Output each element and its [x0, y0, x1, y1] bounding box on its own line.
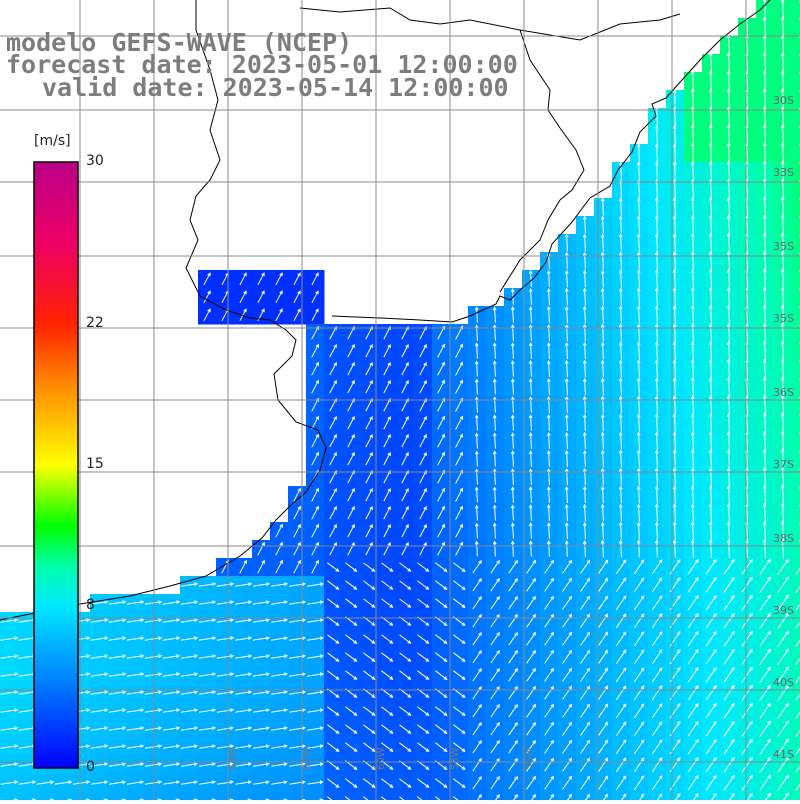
- wind-cell: [468, 792, 487, 800]
- wind-cell: [774, 792, 793, 800]
- wind-cell: [792, 54, 800, 73]
- wind-cell: [756, 792, 775, 800]
- wind-cell: [684, 792, 703, 800]
- latitude-label: 39S: [773, 604, 794, 617]
- wind-cell: [792, 432, 800, 451]
- colorbar-tick-label: 0: [86, 759, 95, 775]
- wind-cell: [234, 792, 253, 800]
- wind-cell: [792, 414, 800, 433]
- wind-cell: [612, 792, 631, 800]
- colorbar-tick-label: 8: [86, 597, 95, 613]
- wind-cell: [396, 792, 415, 800]
- wind-cell: [270, 792, 289, 800]
- colorbar-tick-label: 30: [86, 153, 104, 169]
- wind-cell: [414, 792, 433, 800]
- wind-cell: [792, 792, 800, 800]
- latitude-label: 35S: [773, 312, 794, 325]
- wind-cell: [288, 792, 307, 800]
- latitude-label: 30S: [773, 94, 794, 107]
- wind-cell: [792, 198, 800, 217]
- wind-cell: [792, 0, 800, 19]
- wind-cell: [792, 252, 800, 271]
- wind-cell: [216, 792, 235, 800]
- wind-cell: [792, 270, 800, 289]
- wind-cell: [792, 504, 800, 523]
- wind-cell: [630, 792, 649, 800]
- wind-cell: [792, 216, 800, 235]
- wind-cell: [792, 126, 800, 145]
- latitude-label: 33S: [773, 166, 794, 179]
- wind-cell: [792, 18, 800, 37]
- wind-cell: [522, 792, 541, 800]
- wind-cell: [594, 792, 613, 800]
- wind-cell: [504, 792, 523, 800]
- wind-cell: [792, 72, 800, 91]
- colorbar-gradient: [34, 162, 78, 768]
- colorbar-unit-label: [m/s]: [34, 133, 71, 149]
- wind-cell: [558, 792, 577, 800]
- wind-cell: [486, 792, 505, 800]
- wind-cell: [162, 792, 181, 800]
- wind-cell: [108, 792, 127, 800]
- latitude-label: 35S: [773, 240, 794, 253]
- wind-cell: [450, 792, 469, 800]
- latitude-label: 40S: [773, 676, 794, 689]
- wind-cell: [576, 792, 595, 800]
- wind-cell: [792, 36, 800, 55]
- latitude-label: 41S: [773, 748, 794, 761]
- wind-cell: [540, 792, 559, 800]
- colorbar: [30, 158, 110, 798]
- wind-cell: [342, 792, 361, 800]
- colorbar-tick-label: 22: [86, 315, 104, 331]
- wind-cell: [378, 792, 397, 800]
- latitude-label: 37S: [773, 458, 794, 471]
- latitude-label: 38S: [773, 532, 794, 545]
- wind-cell: [792, 180, 800, 199]
- wind-cell: [720, 792, 739, 800]
- wind-cell: [702, 792, 721, 800]
- title-valid-date: valid date: 2023-05-14 12:00:00: [42, 75, 509, 100]
- wind-cell: [306, 792, 325, 800]
- wind-cell: [198, 792, 217, 800]
- wind-cell: [792, 342, 800, 361]
- wind-cell: [792, 486, 800, 505]
- wind-cell: [324, 792, 343, 800]
- wind-cell: [792, 144, 800, 163]
- wind-cell: [792, 360, 800, 379]
- wind-cell: [180, 792, 199, 800]
- wind-cell: [738, 792, 757, 800]
- wind-cell: [432, 792, 451, 800]
- wind-cell: [792, 288, 800, 307]
- wind-cell: [126, 792, 145, 800]
- wind-cell: [252, 792, 271, 800]
- colorbar-tick-label: 15: [86, 456, 104, 472]
- wind-cell: [648, 792, 667, 800]
- latitude-label: 36S: [773, 386, 794, 399]
- wind-cell: [144, 792, 163, 800]
- wind-cell: [792, 108, 800, 127]
- wind-cell: [792, 324, 800, 343]
- wind-cell: [666, 792, 685, 800]
